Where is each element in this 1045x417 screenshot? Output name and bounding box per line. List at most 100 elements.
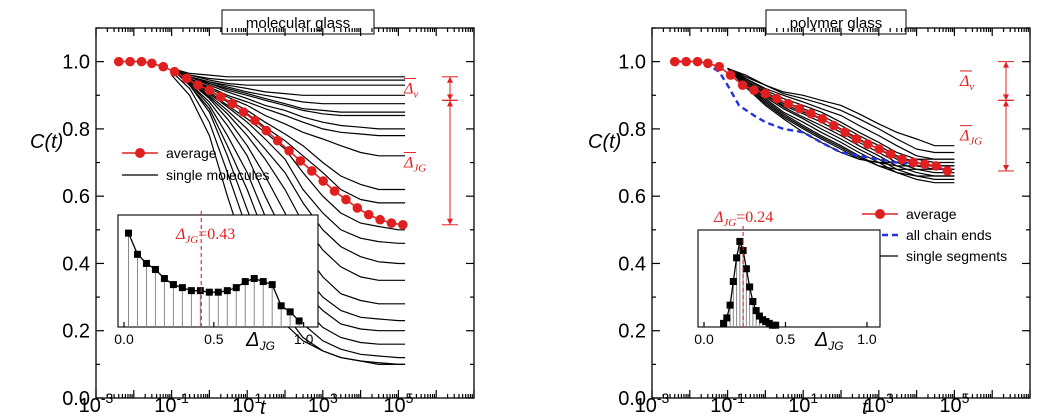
inset-point bbox=[169, 281, 177, 289]
right-inset: 0.0 0.5 1.0 ΔJG ΔJG=0.24 bbox=[694, 209, 881, 353]
right-chart-title: polymer glass bbox=[790, 15, 883, 32]
x-tick-label: 103 bbox=[308, 390, 338, 417]
average-point bbox=[851, 134, 862, 144]
inset-point bbox=[277, 302, 285, 310]
inset-point bbox=[295, 317, 303, 325]
inset-point bbox=[752, 307, 760, 315]
right-legend: average all chain ends single segments bbox=[862, 206, 1007, 264]
delta-jg-arrowhead bbox=[447, 218, 453, 225]
average-point bbox=[169, 66, 180, 77]
y-tick-label: 0.8 bbox=[62, 119, 90, 141]
average-point bbox=[125, 56, 135, 67]
average-point bbox=[897, 154, 907, 164]
single-curve bbox=[727, 67, 955, 184]
inset-point bbox=[746, 283, 754, 291]
inset-x-tick-label: 0.5 bbox=[776, 331, 796, 347]
inset-point bbox=[733, 254, 741, 262]
inset-x-tick-label: 0.5 bbox=[204, 331, 224, 347]
inset-x-tick-label: 1.0 bbox=[857, 331, 877, 347]
average-point bbox=[113, 56, 124, 67]
average-point bbox=[352, 203, 363, 213]
x-tick-label: 105 bbox=[939, 390, 969, 417]
inset-x-label: ΔJG bbox=[245, 329, 275, 353]
single-curve bbox=[727, 67, 955, 154]
delta-v-arrowhead bbox=[1003, 61, 1009, 68]
average-point bbox=[885, 149, 896, 159]
average-point bbox=[942, 166, 953, 176]
average-point bbox=[783, 98, 793, 109]
x-tick-label: 10-1 bbox=[154, 390, 189, 417]
average-point bbox=[136, 56, 147, 67]
average-point bbox=[806, 108, 816, 119]
inset-point bbox=[133, 250, 141, 258]
average-point bbox=[681, 56, 691, 67]
x-tick-label: 10-3 bbox=[79, 390, 114, 417]
inset-point bbox=[755, 312, 763, 320]
inset-point bbox=[739, 247, 747, 255]
x-tick-label: 101 bbox=[788, 390, 818, 417]
inset-point bbox=[205, 288, 213, 296]
average-point bbox=[375, 214, 385, 225]
average-point bbox=[341, 194, 351, 205]
average-point bbox=[158, 61, 169, 72]
right-plot-area: 0.0 0.2 0.4 0.6 0.8 1.0 10-3 10-1 101 103 105 Δv ΔJG bbox=[618, 27, 1031, 417]
inset-x-label: ΔJG bbox=[814, 329, 844, 353]
inset-point bbox=[160, 275, 168, 283]
inset-point bbox=[178, 284, 186, 292]
delta-jg-label: ΔJG bbox=[959, 128, 982, 148]
left-y-axis-label: C(t) bbox=[30, 131, 63, 153]
single-curve bbox=[727, 67, 955, 170]
average-point bbox=[284, 145, 294, 156]
inset-point bbox=[723, 314, 731, 322]
single-curve bbox=[171, 67, 406, 281]
single-curve bbox=[171, 67, 406, 105]
inset-point bbox=[772, 321, 780, 329]
average-point bbox=[863, 139, 873, 149]
delta-v-label: Δv bbox=[959, 73, 974, 93]
x-tick-label: 10-3 bbox=[635, 390, 670, 417]
single-curve bbox=[171, 67, 406, 231]
average-point bbox=[295, 156, 306, 166]
single-curve bbox=[171, 67, 406, 244]
average-point bbox=[193, 80, 203, 90]
average-point bbox=[703, 58, 713, 69]
left-legend: average single molecules bbox=[122, 145, 270, 183]
average-point bbox=[714, 61, 725, 72]
inset-point bbox=[729, 278, 737, 285]
inset-point bbox=[232, 284, 240, 292]
inset-point bbox=[720, 319, 728, 327]
inset-point bbox=[223, 287, 231, 295]
legend-average-marker bbox=[875, 209, 885, 219]
inset-x-tick-label: 0.0 bbox=[694, 331, 714, 347]
inset-point bbox=[187, 287, 195, 295]
inset-point bbox=[214, 288, 222, 296]
average-point bbox=[272, 135, 283, 146]
single-curve bbox=[727, 67, 955, 160]
inset-point bbox=[250, 275, 258, 283]
average-point bbox=[307, 166, 317, 176]
average-point bbox=[794, 103, 805, 114]
average-point bbox=[760, 88, 771, 99]
average-point bbox=[931, 161, 941, 171]
legend-average-label: average bbox=[906, 206, 957, 222]
inset-point bbox=[726, 301, 734, 309]
average-point bbox=[204, 85, 215, 96]
delta-jg-arrowhead bbox=[1003, 100, 1009, 107]
left-plot-area: 0.0 0.2 0.4 0.6 0.8 1.0 10-3 10-1 101 103 105 Δv ΔJG bbox=[62, 27, 475, 417]
legend-chain-ends-label: all chain ends bbox=[906, 227, 992, 243]
legend-single-label: single segments bbox=[906, 248, 1007, 264]
x-tick-label: 103 bbox=[864, 390, 894, 417]
inset-point bbox=[142, 259, 150, 267]
inset-x-tick-label: 0.0 bbox=[114, 331, 134, 347]
inset-point bbox=[286, 308, 294, 316]
right-y-axis-label: C(t) bbox=[588, 131, 621, 153]
average-point bbox=[749, 85, 759, 96]
y-tick-label: 0.2 bbox=[62, 321, 90, 343]
inset-point bbox=[196, 287, 204, 295]
legend-single-label: single molecules bbox=[166, 167, 270, 183]
left-x-axis-label: t bbox=[260, 397, 267, 417]
single-curve bbox=[171, 67, 406, 265]
y-tick-label: 1.0 bbox=[618, 52, 646, 74]
inset-point bbox=[241, 278, 249, 286]
